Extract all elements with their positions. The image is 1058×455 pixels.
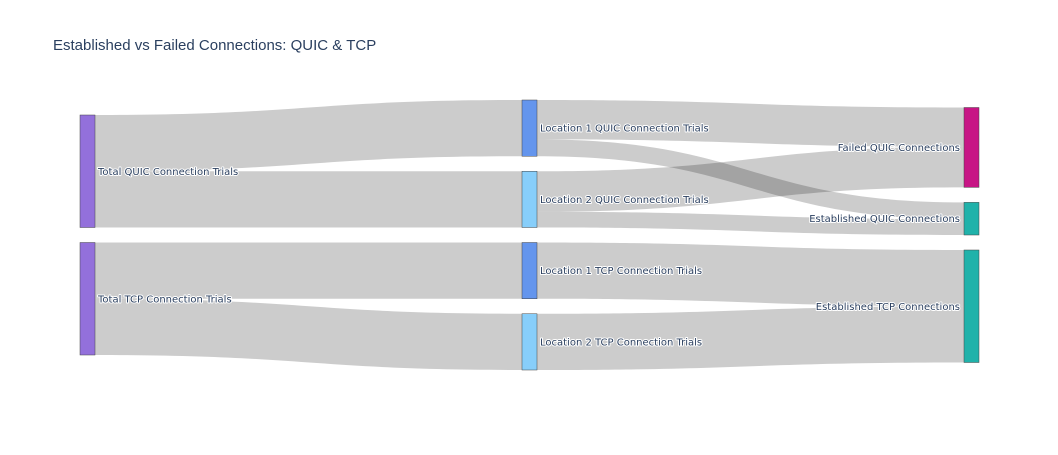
- link-total_tcp-to-loc1_tcp[interactable]: [95, 242, 522, 299]
- link-loc2_quic-to-est_quic[interactable]: [537, 211, 964, 235]
- chart-title: Established vs Failed Connections: QUIC …: [53, 37, 376, 54]
- nodes-layer: [79, 99, 980, 371]
- link-total_quic-to-loc2_quic[interactable]: [95, 171, 522, 228]
- node-label-total_quic: Total QUIC Connection Trials: [97, 167, 238, 178]
- labels-layer: Total QUIC Connection Trials Total TCP Co…: [96, 123, 961, 350]
- node-loc1_tcp[interactable]: [521, 242, 538, 299]
- node-label-failed_quic: Failed QUIC Connections: [838, 143, 960, 154]
- link-loc2_quic-to-failed_quic[interactable]: [537, 146, 964, 212]
- link-loc1_tcp-to-est_tcp[interactable]: [537, 242, 964, 307]
- node-label-loc1_quic: Location 1 QUIC Connection Trials: [540, 124, 709, 135]
- link-total_tcp-to-loc2_tcp[interactable]: [95, 298, 522, 370]
- node-loc1_quic[interactable]: [521, 99, 538, 157]
- node-total_quic[interactable]: [79, 114, 96, 228]
- node-label-loc1_tcp: Location 1 TCP Connection Trials: [540, 266, 702, 277]
- node-est_tcp[interactable]: [963, 249, 980, 363]
- node-failed_quic[interactable]: [963, 107, 980, 188]
- link-loc2_tcp-to-est_tcp[interactable]: [537, 306, 964, 370]
- link-total_quic-to-loc1_quic[interactable]: [95, 100, 522, 172]
- node-label-total_tcp: Total TCP Connection Trials: [97, 294, 232, 305]
- node-label-loc2_quic: Location 2 QUIC Connection Trials: [540, 195, 709, 206]
- links-layer: [95, 100, 964, 370]
- link-loc1_quic-to-est_quic[interactable]: [537, 139, 964, 220]
- node-loc2_tcp[interactable]: [521, 313, 538, 371]
- node-label-loc2_tcp: Location 2 TCP Connection Trials: [540, 337, 702, 348]
- link-loc1_quic-to-failed_quic[interactable]: [537, 100, 964, 147]
- node-est_quic[interactable]: [963, 202, 980, 236]
- node-total_tcp[interactable]: [79, 242, 96, 356]
- node-label-est_quic: Established QUIC Connections: [809, 214, 960, 225]
- node-label-est_tcp: Established TCP Connections: [816, 302, 960, 313]
- node-loc2_quic[interactable]: [521, 171, 538, 228]
